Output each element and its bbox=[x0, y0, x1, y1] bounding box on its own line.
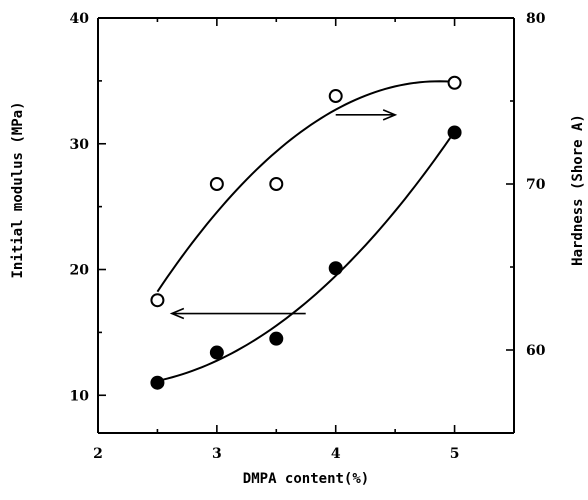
modulus-point bbox=[447, 125, 462, 140]
y2-axis-ticks: 60 70 80 bbox=[506, 11, 546, 359]
x-axis-ticks: 2 3 4 5 bbox=[93, 18, 459, 462]
hardness-point bbox=[328, 89, 343, 104]
fit-lines bbox=[156, 80, 456, 382]
y-axis-ticks: 10 20 30 40 bbox=[70, 11, 106, 404]
hardness-point bbox=[209, 177, 224, 191]
y2-tick-label: 60 bbox=[526, 343, 546, 359]
hardness-fit-curve bbox=[156, 80, 455, 293]
hardness-point bbox=[269, 177, 284, 191]
y-tick-label: 40 bbox=[70, 11, 90, 27]
x-axis-title: DMPA content(%) bbox=[243, 471, 369, 487]
modulus-point bbox=[269, 331, 284, 346]
modulus-point bbox=[150, 375, 165, 390]
y-tick-label: 20 bbox=[70, 263, 90, 279]
data-points bbox=[150, 75, 462, 390]
y-tick-label: 10 bbox=[70, 388, 90, 404]
modulus-fit-curve bbox=[157, 130, 456, 382]
modulus-point bbox=[328, 261, 343, 276]
right-arrow-head bbox=[382, 109, 398, 121]
y2-axis-title: Hardness (Shore A) bbox=[570, 114, 586, 266]
y2-tick-label: 70 bbox=[526, 177, 546, 193]
x-tick-label: 3 bbox=[212, 446, 222, 462]
left-arrow-head bbox=[169, 307, 185, 320]
x-tick-label: 2 bbox=[93, 446, 103, 462]
y-axis-title: Initial modulus (MPa) bbox=[10, 101, 26, 278]
hardness-point bbox=[150, 293, 165, 308]
annotation-arrows bbox=[169, 109, 398, 320]
modulus-point bbox=[209, 345, 224, 360]
hardness-point bbox=[447, 75, 462, 90]
x-tick-label: 4 bbox=[331, 446, 341, 462]
y-tick-label: 30 bbox=[70, 137, 90, 153]
y2-tick-label: 80 bbox=[526, 11, 546, 27]
x-tick-label: 5 bbox=[450, 446, 460, 462]
plot-frame bbox=[97, 17, 515, 434]
